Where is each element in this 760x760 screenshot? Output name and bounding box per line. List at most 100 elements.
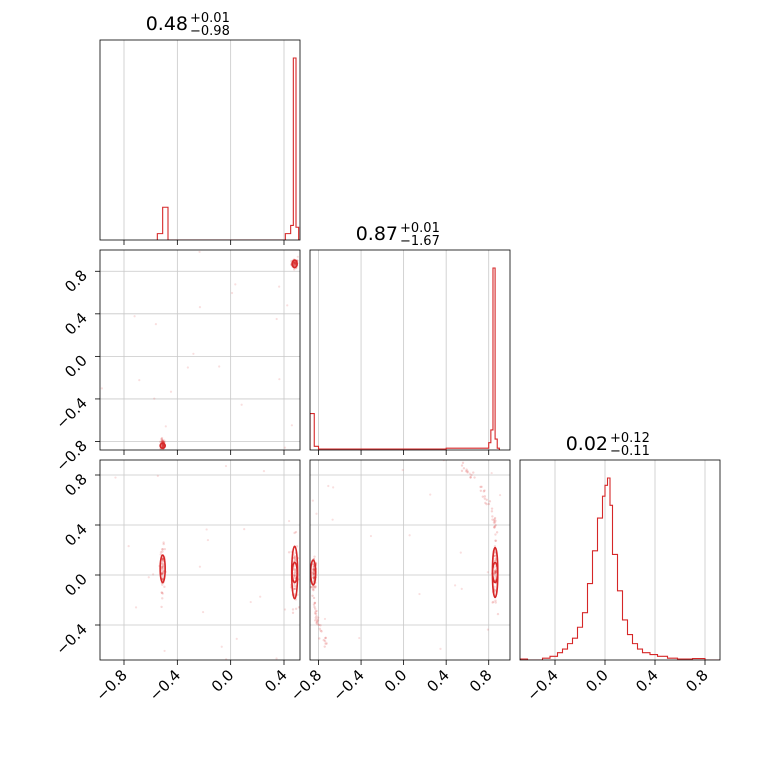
scatter-point (160, 591, 163, 594)
scatter-point (311, 499, 314, 502)
scatter-point (163, 585, 166, 589)
scatter-point (479, 485, 482, 489)
scatter-point (287, 551, 291, 554)
panel-title-plus: +0.01 (400, 221, 440, 236)
scatter-point (429, 493, 432, 496)
scatter-point (311, 576, 315, 579)
scatter-point (322, 638, 325, 642)
scatter-point (293, 587, 296, 591)
scatter-point (160, 566, 163, 569)
scatter-point (154, 323, 157, 326)
scatter-point (485, 502, 488, 506)
scatter-point (496, 612, 500, 616)
scatter-point (293, 262, 297, 265)
scatter-point (494, 569, 497, 572)
y-tick-label: 0.0 (61, 570, 91, 600)
scatter-point (291, 611, 295, 615)
scatter-point (156, 474, 159, 477)
scatter-point (159, 440, 162, 444)
x-tick-label: 0.8 (682, 666, 712, 696)
scatter-point (161, 443, 165, 447)
scatter-point (319, 629, 322, 632)
scatter-point (311, 572, 314, 575)
panel-scatter-1: 0.8 0.4 0.0 −0.4 −0.8 (52, 249, 301, 475)
scatter-point (293, 556, 296, 559)
panel-title-plus: +0.01 (190, 11, 230, 26)
scatter-point (332, 486, 335, 489)
scatter-point (312, 564, 315, 567)
scatter-point (293, 574, 296, 578)
density-contour (159, 554, 166, 584)
panel-title-minus: −0.98 (190, 24, 230, 39)
scatter-point (315, 615, 318, 618)
x-tick-label: 0.4 (632, 666, 662, 696)
scatter-point (234, 283, 237, 286)
scatter-point (323, 640, 327, 643)
scatter-point (314, 610, 317, 613)
panel-frame (519, 459, 721, 661)
scatter-point (160, 437, 163, 441)
scatter-point (484, 501, 487, 505)
scatter-point (293, 573, 296, 576)
scatter-point (312, 603, 316, 606)
scatter-point (310, 585, 312, 589)
scatter-point (314, 586, 317, 589)
scatter-point (312, 562, 315, 566)
scatter-point (259, 595, 262, 598)
scatter-point (460, 464, 464, 467)
scatter-point (312, 569, 315, 572)
scatter-point (493, 516, 497, 520)
histogram-step-line (310, 267, 500, 450)
scatter-point (160, 436, 164, 440)
y-tick-label: −0.4 (52, 394, 90, 432)
scatter-point (160, 572, 163, 575)
scatter-point (316, 616, 320, 619)
scatter-point (313, 612, 317, 615)
scatter-point (294, 572, 297, 575)
scatter-point (235, 637, 238, 640)
scatter-point (494, 570, 497, 574)
scatter-point (134, 606, 138, 609)
scatter-point (486, 628, 490, 631)
scatter-point (311, 586, 315, 589)
scatter-point (466, 470, 469, 473)
scatter-point (161, 439, 164, 443)
scatter-point (161, 550, 164, 553)
scatter-point (161, 565, 164, 568)
scatter-point (482, 490, 486, 493)
scatter-point (493, 574, 497, 578)
scatter-point (160, 565, 164, 569)
scatter-point (160, 548, 164, 551)
panel-scatter-4: −0.8 −0.4 0.0 0.4 0.8 (287, 459, 511, 705)
scatter-point (483, 497, 486, 500)
scatter-point (294, 530, 298, 534)
scatter-point (494, 572, 497, 576)
scatter-point (198, 565, 202, 568)
scatter-point (163, 439, 166, 442)
scatter-point (312, 573, 315, 577)
scatter-point (293, 262, 297, 265)
scatter-point (324, 636, 327, 640)
scatter-point (315, 609, 318, 613)
scatter-point (494, 558, 498, 562)
scatter-point (295, 545, 299, 548)
scatter-point (293, 556, 296, 559)
scatter-point (469, 476, 472, 479)
scatter-point (162, 542, 165, 546)
scatter-point (314, 616, 317, 619)
scatter-point (492, 521, 496, 524)
scatter-point (160, 605, 163, 609)
scatter-point (331, 518, 334, 521)
scatter-point (161, 444, 165, 447)
scatter-point (160, 444, 164, 447)
scatter-point (494, 599, 497, 602)
scatter-point (461, 461, 465, 465)
scatter-point (293, 260, 296, 263)
scatter-point (325, 642, 328, 645)
scatter-point (312, 572, 315, 575)
scatter-point (161, 557, 164, 561)
scatter-point (315, 620, 319, 623)
scatter-point (459, 551, 462, 554)
scatter-point (160, 439, 164, 442)
